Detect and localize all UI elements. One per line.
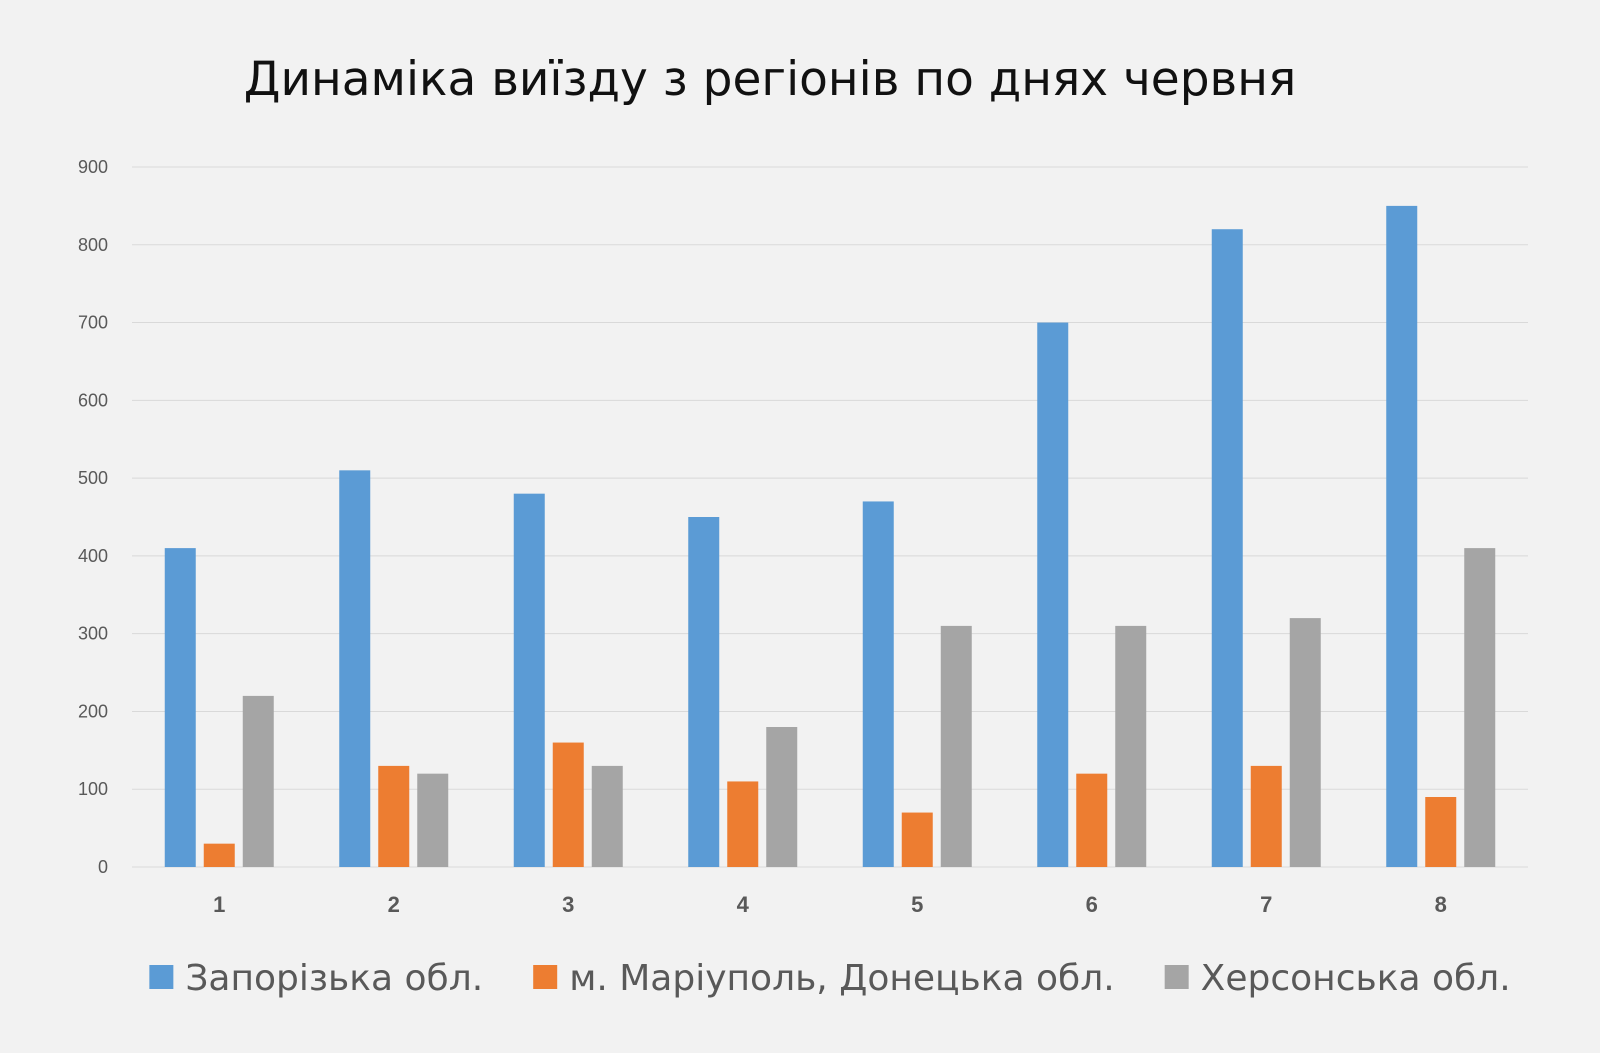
- legend-swatch: [149, 965, 174, 989]
- y-tick-label: 200: [78, 701, 108, 721]
- x-tick-label: 4: [737, 892, 750, 917]
- x-tick-label: 6: [1086, 892, 1098, 917]
- y-tick-label: 0: [98, 857, 108, 877]
- bar-series-2-day-8: [1425, 797, 1457, 867]
- bar-series-1-day-3: [513, 493, 545, 867]
- y-tick-label: 300: [78, 624, 108, 644]
- x-tick-label: 3: [562, 892, 574, 917]
- bar-series-1-day-5: [862, 501, 894, 867]
- bar-series-1-day-4: [688, 517, 720, 867]
- bar-series-1-day-6: [1037, 322, 1069, 867]
- x-tick-label: 2: [388, 892, 400, 917]
- legend: Запорізька обл. м. Маріуполь, Донецька об…: [149, 958, 1511, 999]
- legend-label: м. Маріуполь, Донецька обл.: [569, 958, 1114, 999]
- y-tick-label: 500: [78, 468, 108, 488]
- x-tick-label: 8: [1435, 892, 1447, 917]
- bar-series-2-day-4: [727, 781, 759, 867]
- x-tick-label: 7: [1260, 892, 1272, 917]
- bar-series-3-day-1: [242, 695, 274, 867]
- bar-series-3-day-7: [1289, 618, 1321, 867]
- y-tick-label: 800: [78, 235, 108, 255]
- legend-label: Херсонська обл.: [1201, 958, 1511, 999]
- legend-swatch: [1164, 965, 1189, 989]
- bar-series-2-day-5: [901, 812, 933, 867]
- bar-series-1-day-7: [1211, 229, 1243, 867]
- legend-item: Запорізька обл.: [149, 958, 483, 999]
- bar-series-1-day-2: [339, 470, 371, 867]
- y-tick-label: 400: [78, 546, 108, 566]
- legend-item: Херсонська обл.: [1164, 958, 1511, 999]
- y-tick-label: 900: [78, 157, 108, 177]
- chart-title: Динаміка виїзду з регіонів по днях червн…: [244, 52, 1297, 107]
- x-tick-label: 1: [213, 892, 225, 917]
- bar-series-2-day-7: [1250, 765, 1282, 867]
- legend-label: Запорізька обл.: [185, 958, 483, 999]
- bar-series-2-day-2: [378, 765, 410, 867]
- x-tick-label: 5: [911, 892, 923, 917]
- bar-series-3-day-5: [940, 625, 972, 867]
- bar-series-2-day-3: [552, 742, 584, 867]
- y-tick-label: 100: [78, 779, 108, 799]
- bar-series-3-day-6: [1115, 625, 1147, 867]
- bar-series-2-day-6: [1076, 773, 1108, 867]
- bar-series-3-day-3: [591, 765, 623, 867]
- y-tick-label: 700: [78, 313, 108, 333]
- bar-series-1-day-1: [164, 548, 196, 867]
- y-axis-ticks: 0 100 200 300 400 500 600 700 800 900: [78, 157, 108, 877]
- y-tick-label: 600: [78, 390, 108, 410]
- bar-series-3-day-8: [1464, 548, 1496, 867]
- x-axis-ticks: 1 2 3 4 5 6 7 8: [213, 892, 1447, 917]
- legend-item: м. Маріуполь, Донецька обл.: [533, 958, 1115, 999]
- bar-series-1-day-8: [1386, 205, 1418, 867]
- bar-series-3-day-2: [417, 773, 449, 867]
- legend-swatch: [533, 965, 558, 989]
- bars: [164, 205, 1496, 867]
- bar-series-2-day-1: [203, 843, 235, 867]
- bar-series-3-day-4: [766, 727, 798, 867]
